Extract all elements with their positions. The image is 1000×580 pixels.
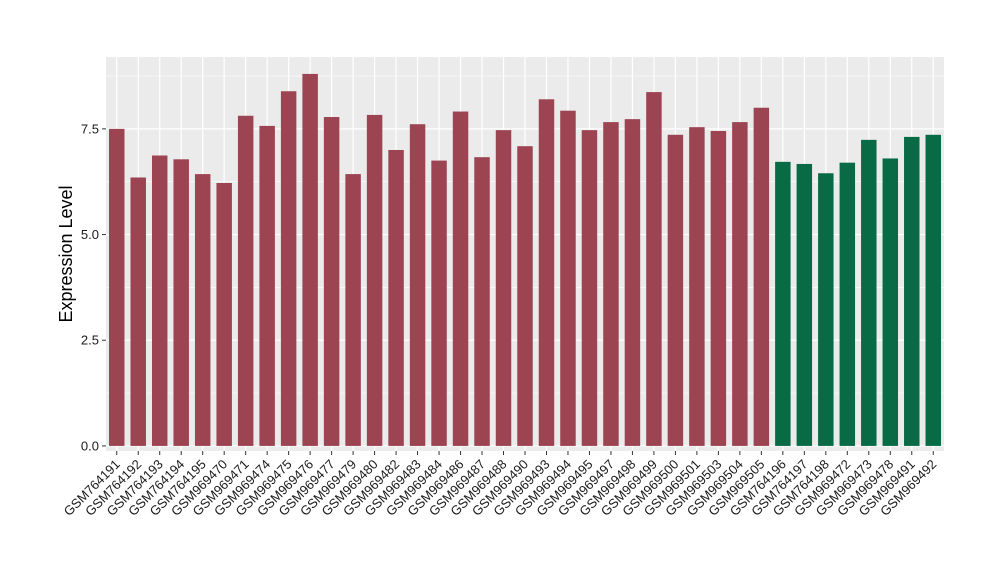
bar-GSM969471 xyxy=(237,115,254,446)
bar-GSM764198 xyxy=(818,173,834,446)
bar-GSM969497 xyxy=(603,122,619,446)
bars xyxy=(109,73,941,446)
bar-GSM969479 xyxy=(345,174,361,446)
y-tick-label: 7.5 xyxy=(81,121,99,136)
bar-GSM969505 xyxy=(753,107,770,446)
x-axis: GSM764191GSM764192GSM764193GSM764194GSM7… xyxy=(61,451,939,519)
bar-GSM969490 xyxy=(517,146,533,446)
bar-GSM969470 xyxy=(216,182,232,446)
bar-GSM969486 xyxy=(452,111,469,446)
bar-GSM969503 xyxy=(710,130,727,446)
bar-GSM764191 xyxy=(109,128,125,446)
y-axis: 0.0 2.5 5.0 7.5 xyxy=(81,121,106,453)
bar-GSM969500 xyxy=(667,134,684,446)
bar-GSM764194 xyxy=(173,159,189,446)
y-axis-title: Expression Level xyxy=(56,185,76,322)
bar-GSM969483 xyxy=(409,124,426,446)
bar-GSM764195 xyxy=(194,174,211,446)
bar-GSM969480 xyxy=(366,114,383,446)
bar-GSM969484 xyxy=(431,160,447,446)
y-tick-label: 0.0 xyxy=(81,438,99,453)
bar-GSM969493 xyxy=(538,99,555,446)
bar-GSM969472 xyxy=(839,162,856,446)
bar-GSM764196 xyxy=(775,161,791,446)
bar-GSM969475 xyxy=(280,91,297,446)
bar-GSM764193 xyxy=(151,155,168,446)
bar-GSM969491 xyxy=(904,136,920,446)
bar-GSM969494 xyxy=(560,110,576,446)
bar-GSM764197 xyxy=(796,163,813,446)
bar-GSM764192 xyxy=(130,177,146,446)
y-tick-label: 2.5 xyxy=(81,333,99,348)
bar-GSM969476 xyxy=(302,73,318,446)
bar-GSM969482 xyxy=(388,150,404,446)
bar-GSM969478 xyxy=(882,158,899,446)
bar-GSM969498 xyxy=(624,119,641,446)
bar-GSM969504 xyxy=(732,122,748,446)
bar-GSM969488 xyxy=(495,130,512,446)
bar-GSM969487 xyxy=(474,157,490,446)
bar-GSM969477 xyxy=(323,117,340,446)
bar-GSM969501 xyxy=(689,127,705,446)
bar-GSM969474 xyxy=(259,125,275,446)
bar-GSM969492 xyxy=(925,134,941,446)
bar-GSM969473 xyxy=(861,139,877,446)
bar-GSM969499 xyxy=(646,92,662,446)
bar-GSM969495 xyxy=(581,130,598,446)
y-tick-label: 5.0 xyxy=(81,227,99,242)
